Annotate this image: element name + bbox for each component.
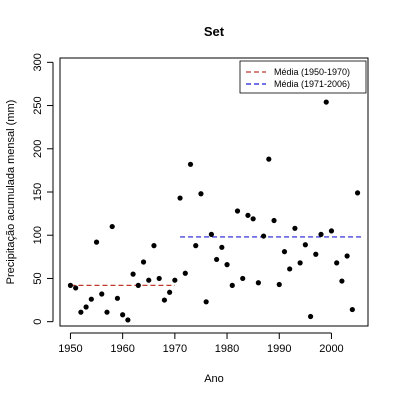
data-point [292,226,297,231]
data-point [125,317,130,322]
data-point [78,310,83,315]
x-tick-label: 1970 [163,343,187,355]
data-point [99,291,104,296]
chart-title: Set [204,24,225,39]
data-point [235,208,240,213]
data-point [261,233,266,238]
data-point [334,260,339,265]
data-point [271,218,276,223]
data-point [146,278,151,283]
data-point [266,157,271,162]
data-point [162,297,167,302]
data-points [68,99,360,322]
data-point [177,195,182,200]
y-tick-label: 0 [32,319,44,325]
y-tick-label: 200 [32,140,44,158]
y-tick-label: 50 [32,272,44,284]
legend-label: Média (1950-1970) [274,67,350,77]
data-point [188,162,193,167]
data-point [303,242,308,247]
data-point [345,253,350,258]
data-point [94,240,99,245]
data-point [339,278,344,283]
data-point [172,278,177,283]
y-tick-label: 300 [32,53,44,71]
data-point [313,252,318,257]
data-point [84,304,89,309]
data-point [287,266,292,271]
x-axis-title: Ano [204,373,224,385]
data-point [329,228,334,233]
x-tick-label: 2000 [319,343,343,355]
data-point [240,276,245,281]
data-point [130,272,135,277]
data-point [219,245,224,250]
data-point [324,99,329,104]
data-point [110,224,115,229]
legend-label: Média (1971-2006) [274,79,350,89]
data-point [104,310,109,315]
data-point [167,290,172,295]
x-tick-label: 1990 [267,343,291,355]
data-point [224,262,229,267]
data-point [141,259,146,264]
data-point [68,283,73,288]
data-point [298,260,303,265]
data-point [136,283,141,288]
data-point [256,280,261,285]
x-axis: 1950 1960 1970 1980 1990 2000 [58,333,344,355]
legend: Média (1950-1970) Média (1971-2006) [240,61,366,93]
data-point [151,243,156,248]
y-tick-label: 150 [32,183,44,201]
x-tick-label: 1960 [110,343,134,355]
data-point [214,257,219,262]
data-point [73,285,78,290]
data-point [183,271,188,276]
data-point [198,191,203,196]
data-point [282,249,287,254]
data-point [277,282,282,287]
data-point [204,299,209,304]
data-point [355,190,360,195]
data-point [115,296,120,301]
x-tick-label: 1950 [58,343,82,355]
data-point [350,307,355,312]
data-point [308,314,313,319]
data-point [251,216,256,221]
data-point [318,232,323,237]
x-tick-label: 1980 [215,343,239,355]
data-point [245,213,250,218]
y-axis: 0 50 100 150 200 250 300 [32,53,53,325]
y-axis-title: Precipitação acumulada mensal (mm) [5,100,17,285]
data-point [209,232,214,237]
y-tick-label: 250 [32,96,44,114]
data-point [230,283,235,288]
data-point [157,276,162,281]
data-point [193,243,198,248]
data-point [89,297,94,302]
y-tick-label: 100 [32,226,44,244]
data-point [120,312,125,317]
